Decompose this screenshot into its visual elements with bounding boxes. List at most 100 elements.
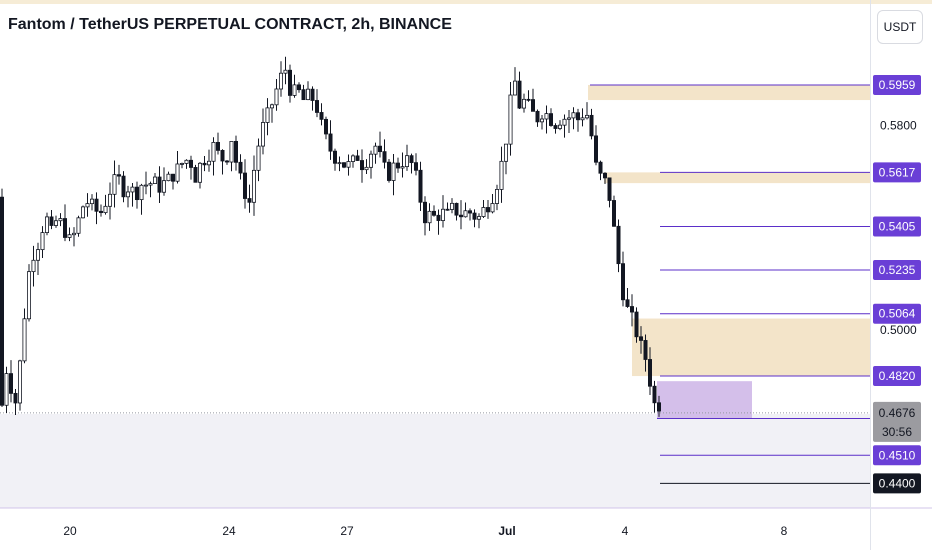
candle	[639, 336, 644, 341]
candle	[292, 84, 297, 96]
candle	[179, 162, 184, 165]
candle	[310, 88, 315, 101]
candle	[485, 207, 490, 213]
candle	[319, 112, 324, 120]
candle	[170, 173, 175, 182]
time-axis-label: 4	[622, 524, 629, 538]
candle	[287, 69, 292, 96]
candle	[126, 191, 131, 198]
candle	[256, 145, 261, 171]
candle	[634, 311, 639, 338]
level-label-bg	[873, 303, 921, 324]
candle	[188, 159, 193, 168]
candle	[580, 117, 585, 121]
candle	[229, 140, 234, 163]
candle	[332, 150, 337, 164]
candle	[103, 205, 108, 214]
candle	[422, 201, 427, 224]
supply-zone	[632, 318, 870, 377]
highlight-box	[657, 381, 752, 419]
candle	[454, 202, 459, 216]
candle	[585, 114, 590, 119]
price-axis-divider	[870, 0, 871, 550]
top-strip	[0, 0, 932, 4]
candle	[58, 218, 63, 222]
candle	[467, 210, 472, 214]
candle	[40, 232, 45, 251]
candle	[166, 173, 171, 182]
candle	[148, 183, 153, 186]
candle	[368, 153, 373, 168]
candle	[242, 172, 247, 199]
level-label-bg	[873, 366, 921, 387]
candle	[341, 162, 346, 168]
candle	[562, 118, 567, 126]
candle	[382, 151, 387, 163]
candle	[22, 318, 27, 362]
chart-title: Fantom / TetherUS PERPETUAL CONTRACT, 2h…	[8, 16, 452, 33]
candle	[607, 177, 612, 201]
candle	[526, 98, 531, 101]
candle	[72, 232, 77, 236]
candle	[206, 160, 211, 166]
candle	[522, 98, 527, 109]
candle	[54, 220, 59, 226]
candle	[603, 172, 608, 179]
candle	[648, 359, 653, 387]
candle	[17, 360, 22, 404]
level-label-bg	[873, 216, 921, 237]
level-label: 0.4820	[879, 369, 916, 383]
candle	[657, 402, 662, 412]
level-label: 0.4510	[879, 448, 916, 462]
price-axis-label: 0.5000	[880, 323, 917, 337]
candle	[211, 141, 216, 162]
candle	[328, 133, 333, 152]
candle	[598, 161, 603, 174]
candle	[134, 186, 139, 201]
supply-zone	[604, 172, 870, 184]
level-label: 0.5064	[879, 307, 916, 321]
candle	[143, 184, 148, 187]
candle	[224, 160, 229, 163]
candle	[67, 234, 72, 238]
candle	[238, 161, 243, 174]
candle	[612, 200, 617, 227]
candle	[576, 112, 581, 121]
candle	[386, 161, 391, 181]
supply-zone	[588, 84, 870, 101]
candle	[323, 118, 328, 135]
candle	[472, 212, 477, 220]
time-axis-label: 27	[340, 524, 354, 538]
candle	[63, 218, 68, 238]
level-label-bg	[873, 473, 921, 494]
candle	[652, 385, 657, 404]
candle	[161, 180, 166, 193]
candle	[13, 392, 18, 404]
candle	[197, 162, 202, 183]
time-axis-label: 24	[222, 524, 236, 538]
candle	[139, 184, 144, 201]
candle	[314, 100, 319, 113]
currency-button[interactable]: USDT	[877, 10, 923, 44]
time-axis-bg	[0, 508, 932, 550]
candle	[400, 166, 405, 169]
candle	[76, 217, 81, 234]
candle	[449, 202, 454, 210]
time-axis-label: 20	[63, 524, 77, 538]
candle	[589, 114, 594, 137]
candle	[499, 160, 504, 190]
candle	[445, 208, 450, 211]
candle	[544, 113, 549, 120]
level-label: 0.4400	[879, 476, 916, 490]
candle	[94, 198, 99, 212]
candle	[193, 167, 198, 183]
candle	[531, 99, 536, 112]
candle	[513, 80, 518, 96]
candle	[220, 149, 225, 162]
candle	[359, 160, 364, 171]
candle	[404, 155, 409, 168]
candle	[283, 69, 288, 74]
candle	[251, 169, 256, 203]
candle	[458, 214, 463, 218]
